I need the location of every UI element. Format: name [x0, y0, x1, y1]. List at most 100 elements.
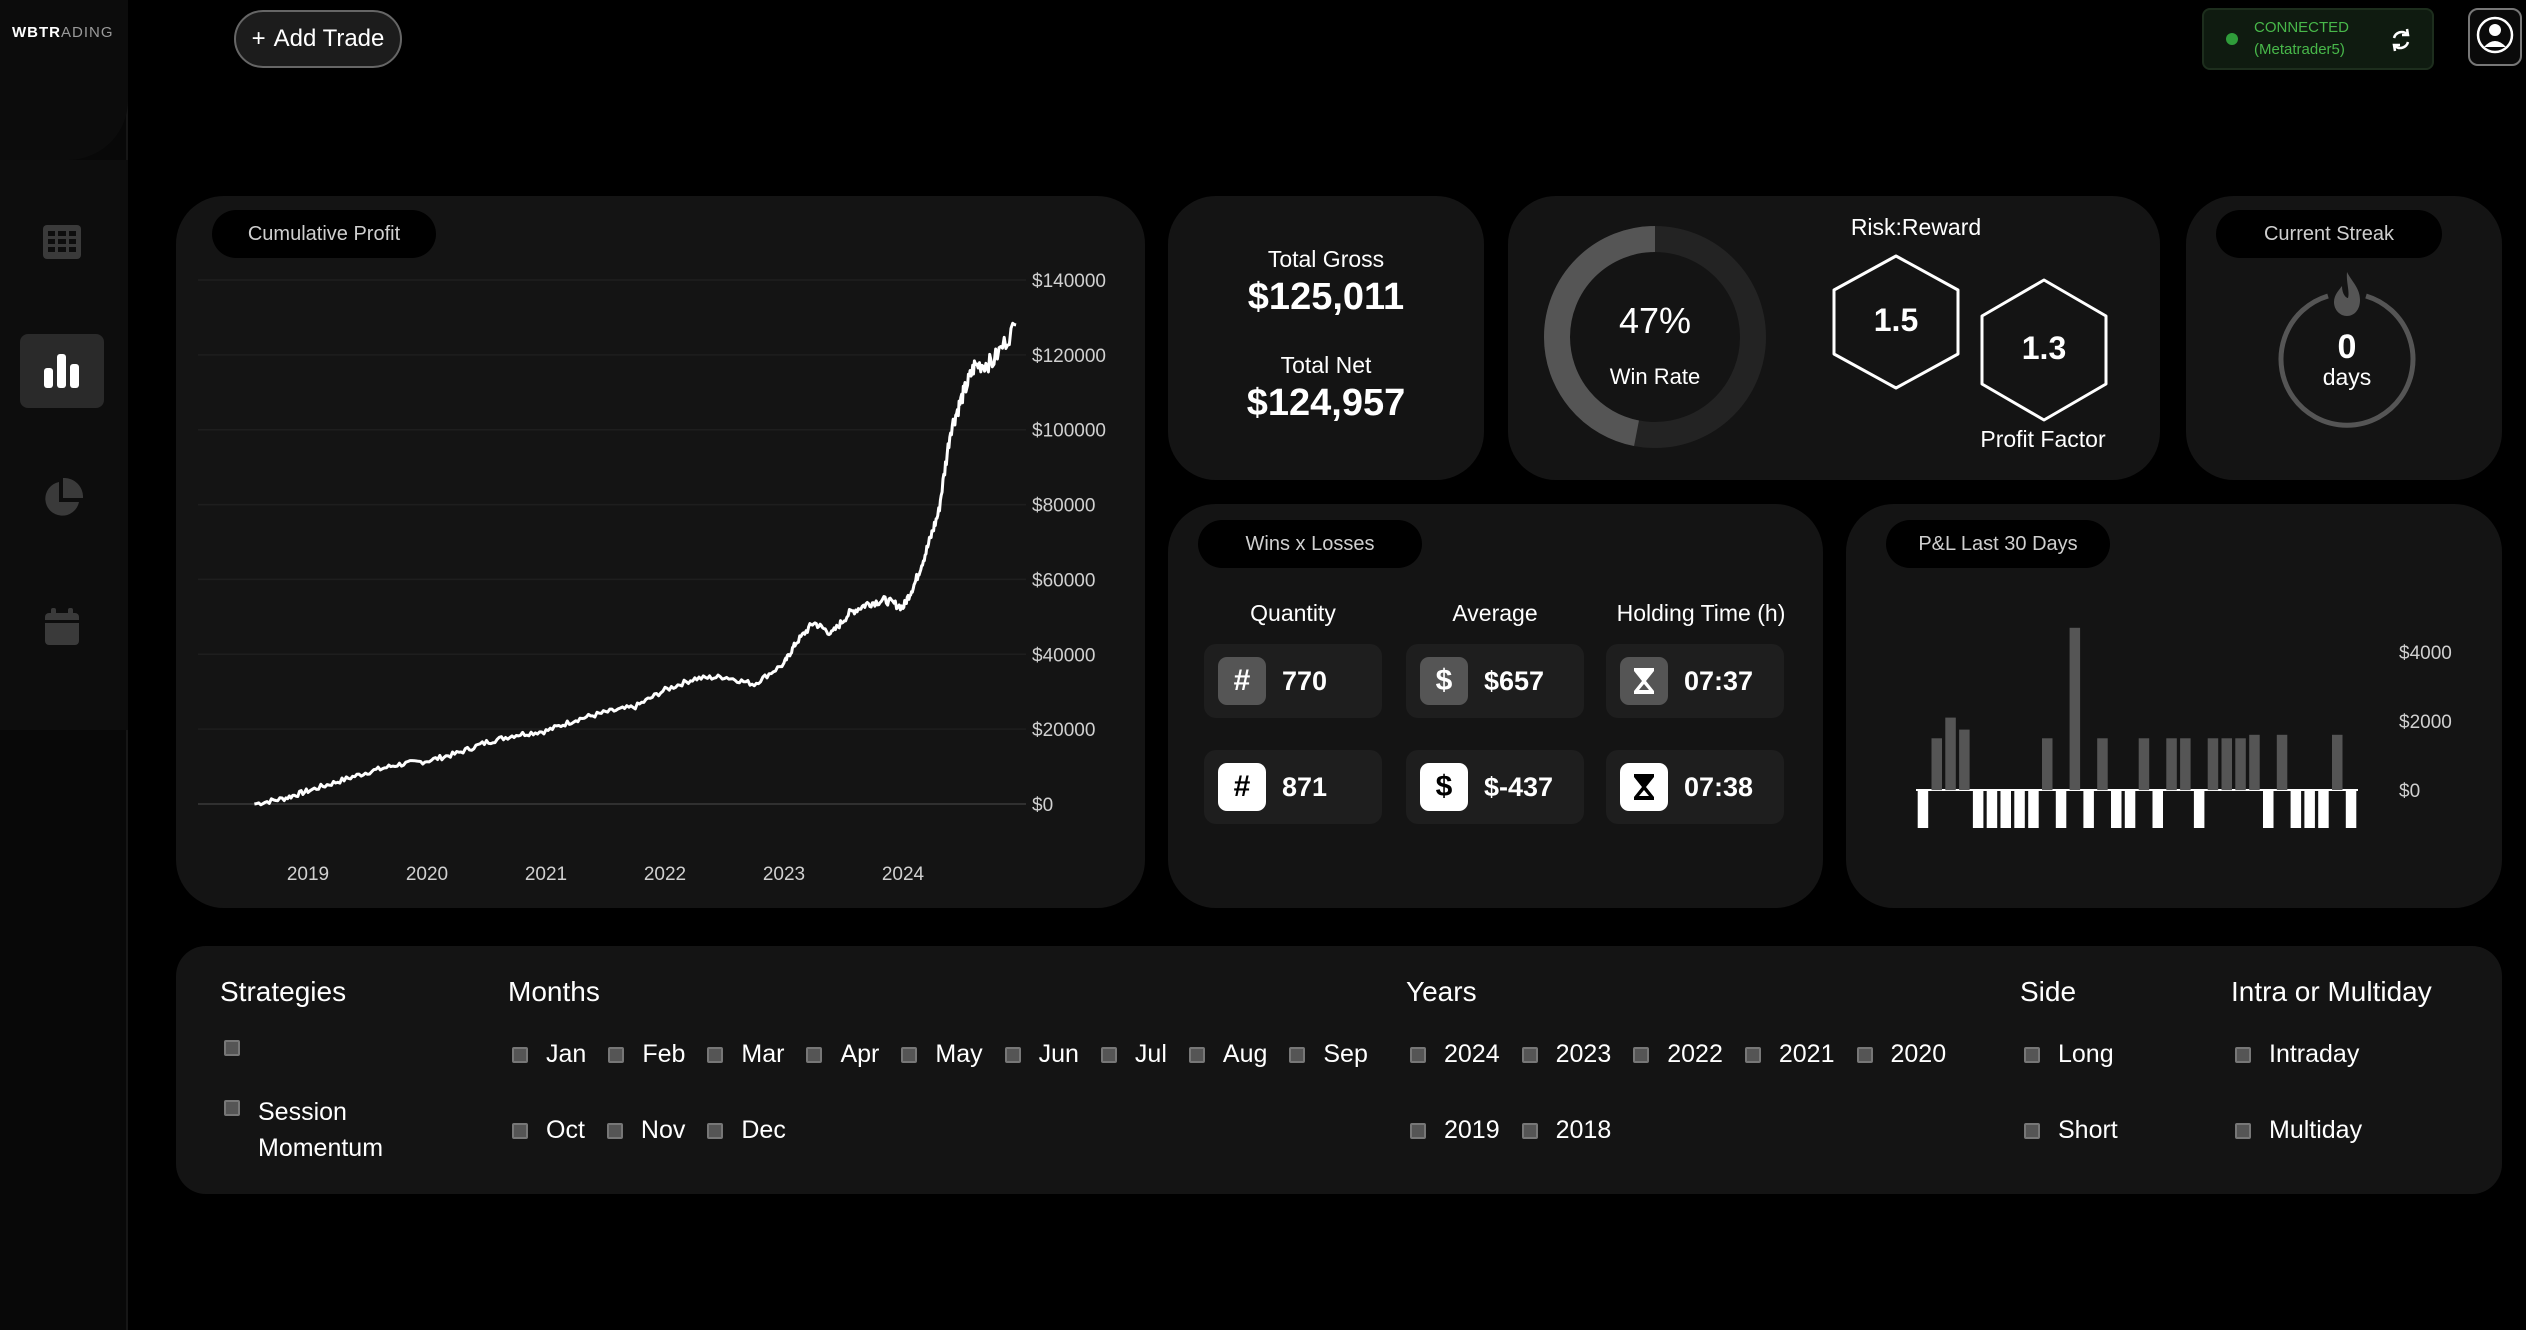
month-may[interactable]: May: [901, 1040, 983, 1069]
month-sep[interactable]: Sep: [1289, 1040, 1368, 1069]
connection-platform-text: (Metatrader5): [2254, 41, 2345, 58]
pnl-bar: [2180, 738, 2191, 791]
month-dec[interactable]: Dec: [707, 1116, 786, 1145]
sidebar-item-calendar[interactable]: [20, 590, 104, 664]
checkbox[interactable]: [1100, 1046, 1117, 1063]
year-2021[interactable]: 2021: [1744, 1040, 1835, 1069]
y-tick-label: $40000: [1032, 645, 1095, 666]
pnl-bar: [2235, 738, 2246, 791]
risk-reward-hexagon: [1832, 254, 1960, 390]
strategy-option-session-momentum[interactable]: Session Momentum: [224, 1094, 384, 1166]
checkbox[interactable]: [2024, 1046, 2040, 1063]
add-trade-button[interactable]: + Add Trade: [234, 10, 402, 68]
checkbox[interactable]: [1410, 1046, 1426, 1063]
checkbox[interactable]: [1004, 1046, 1021, 1063]
month-jul[interactable]: Jul: [1100, 1040, 1167, 1069]
strategy-option-blank[interactable]: [224, 1040, 258, 1056]
intraday-option[interactable]: Intraday: [2235, 1040, 2359, 1069]
x-tick-label: 2021: [525, 864, 567, 885]
intra-multiday-heading: Intra or Multiday: [2231, 976, 2432, 1007]
grid-icon: [43, 225, 81, 259]
x-tick-label: 2023: [763, 864, 805, 885]
cumulative-profit-title: Cumulative Profit: [212, 210, 436, 258]
month-jun[interactable]: Jun: [1004, 1040, 1079, 1069]
pnl-bar: [2263, 790, 2274, 828]
sidebar-header: [0, 0, 128, 160]
wins-losses-card: Wins x Losses Quantity Average Holding T…: [1168, 504, 1823, 908]
pnl-bar: [2097, 738, 2108, 791]
month-aug[interactable]: Aug: [1188, 1040, 1267, 1069]
checkbox[interactable]: [2024, 1122, 2040, 1139]
checkbox[interactable]: [1856, 1046, 1873, 1063]
pnl-30-days-title: P&L Last 30 Days: [1886, 520, 2110, 568]
checkbox[interactable]: [512, 1122, 528, 1139]
checkbox[interactable]: [901, 1046, 918, 1063]
month-apr[interactable]: Apr: [806, 1040, 879, 1069]
flame-icon: [2334, 272, 2360, 316]
dollar-icon: $: [1420, 763, 1468, 811]
year-2023[interactable]: 2023: [1521, 1040, 1611, 1069]
quantity-header: Quantity: [1250, 600, 1336, 626]
wins-average: $ $657: [1406, 644, 1584, 718]
side-short[interactable]: Short: [2024, 1116, 2118, 1145]
checkbox[interactable]: [2235, 1046, 2251, 1063]
checkbox[interactable]: [606, 1122, 623, 1139]
years-row-2: 2019 2018: [1410, 1116, 1611, 1145]
sidebar-item-statistics[interactable]: [20, 334, 104, 408]
pnl-bar: [2055, 790, 2067, 828]
pnl-bar: [1972, 790, 1984, 828]
side-long[interactable]: Long: [2024, 1040, 2114, 1069]
checkbox[interactable]: [512, 1046, 528, 1063]
pnl-bar: [2042, 738, 2053, 791]
win-rate-label: Win Rate: [1609, 364, 1701, 389]
month-oct[interactable]: Oct: [512, 1116, 585, 1145]
checkbox[interactable]: [1521, 1122, 1538, 1139]
checkbox[interactable]: [2235, 1122, 2251, 1139]
year-2018[interactable]: 2018: [1521, 1116, 1611, 1145]
checkbox[interactable]: [1633, 1046, 1650, 1063]
month-nov[interactable]: Nov: [606, 1116, 685, 1145]
sidebar-item-dashboard[interactable]: [20, 205, 104, 279]
pnl-bar: [2111, 790, 2122, 828]
profit-factor-label: Profit Factor: [1980, 426, 2106, 452]
checkbox[interactable]: [224, 1100, 240, 1116]
year-2022[interactable]: 2022: [1633, 1040, 1723, 1069]
year-2019[interactable]: 2019: [1410, 1116, 1500, 1145]
year-2024[interactable]: 2024: [1410, 1040, 1500, 1069]
streak-ring: [2278, 272, 2416, 428]
refresh-icon[interactable]: [2390, 28, 2412, 52]
user-avatar[interactable]: [2468, 8, 2522, 66]
year-2020[interactable]: 2020: [1856, 1040, 1946, 1069]
month-mar[interactable]: Mar: [707, 1040, 784, 1069]
wins-quantity: #770: [1204, 644, 1382, 718]
checkbox[interactable]: [707, 1122, 724, 1139]
cumulative-profit-card: Cumulative Profit: [176, 196, 1145, 908]
filters-panel: Strategies Session Momentum Months Jan F…: [176, 946, 2502, 1194]
pnl-bar: [2083, 790, 2094, 828]
checkbox[interactable]: [806, 1046, 823, 1063]
checkbox[interactable]: [1744, 1046, 1761, 1063]
checkbox[interactable]: [608, 1046, 625, 1063]
x-tick-label: 2019: [287, 864, 329, 885]
month-jan[interactable]: Jan: [512, 1040, 586, 1069]
wins-losses-title: Wins x Losses: [1198, 520, 1422, 568]
sidebar-item-reports[interactable]: [20, 462, 104, 536]
checkbox[interactable]: [1289, 1046, 1306, 1063]
checkbox[interactable]: [1521, 1046, 1538, 1063]
checkbox[interactable]: [1410, 1122, 1426, 1139]
hash-icon: #: [1218, 657, 1266, 705]
risk-reward-value: 1.5: [1873, 302, 1919, 338]
pnl-bar: [2028, 790, 2039, 828]
multiday-option[interactable]: Multiday: [2235, 1116, 2362, 1145]
month-feb[interactable]: Feb: [608, 1040, 685, 1069]
connection-status[interactable]: CONNECTED (Metatrader5): [2202, 8, 2434, 70]
checkbox[interactable]: [707, 1046, 724, 1063]
pnl-bar: [2069, 627, 2081, 790]
pnl-bar: [2193, 790, 2205, 828]
checkbox[interactable]: [1188, 1046, 1205, 1063]
brand-logo[interactable]: WBTRADING: [12, 24, 114, 41]
checkbox[interactable]: [224, 1040, 240, 1056]
connection-status-text: CONNECTED: [2254, 19, 2350, 36]
y-tick-label: $100000: [1032, 421, 1106, 442]
y-tick-label: $80000: [1032, 496, 1095, 517]
